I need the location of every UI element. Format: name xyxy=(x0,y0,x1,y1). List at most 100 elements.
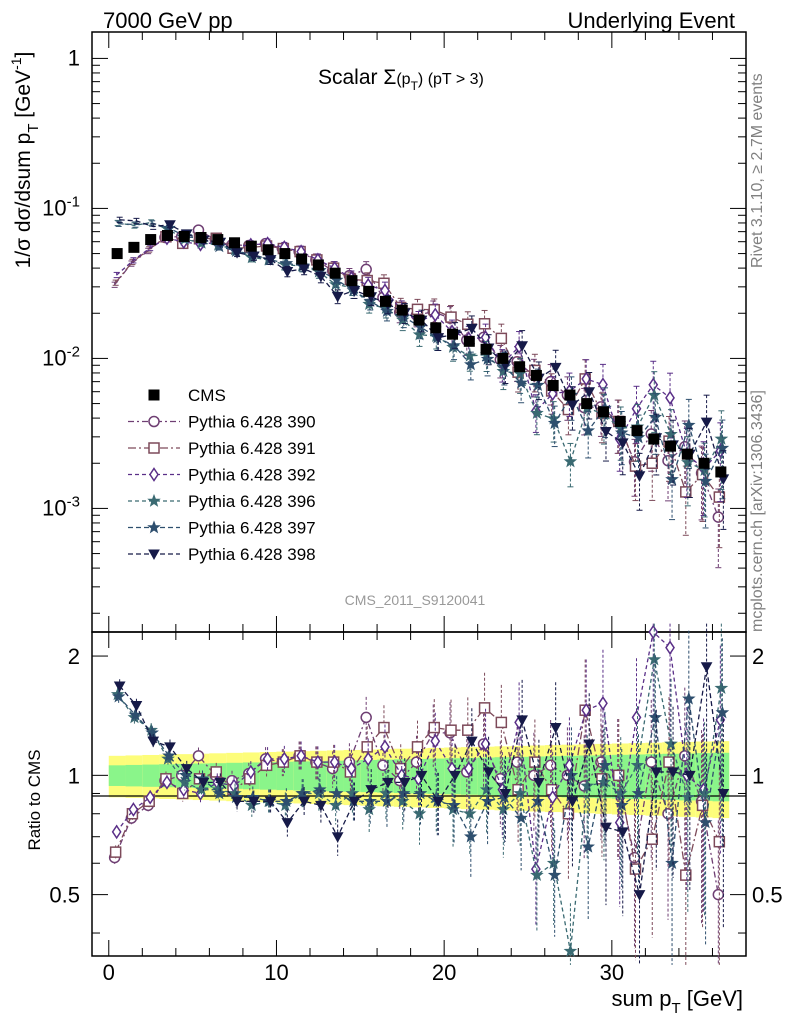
series-point-ratio xyxy=(296,786,310,800)
series-point-ratio xyxy=(398,777,411,789)
series-point-main xyxy=(681,455,695,469)
series-point-ratio xyxy=(231,796,243,808)
series-point-ratio xyxy=(348,796,361,808)
series-point-ratio xyxy=(331,832,344,843)
plot-frames xyxy=(91,31,747,957)
series-point-ratio xyxy=(145,789,156,805)
series-point-ratio xyxy=(279,751,290,767)
cms-point xyxy=(161,229,173,241)
axes-ticks: 0 10 20 30 10-3 10-2 10-1 1 0.5 0.5 1 1 2 2 xyxy=(42,32,783,985)
series-point-ratio xyxy=(109,846,122,858)
series-point-ratio xyxy=(329,786,344,800)
series-point-ratio xyxy=(382,777,394,789)
series-point-main xyxy=(514,375,528,389)
band-inner xyxy=(293,761,310,791)
series-point-ratio xyxy=(377,759,389,772)
cms-point xyxy=(379,295,391,307)
series-point-ratio xyxy=(363,794,377,808)
series-point-ratio xyxy=(478,702,491,714)
cms-point xyxy=(195,231,207,243)
series-point-ratio xyxy=(162,748,176,762)
series-point-ratio xyxy=(713,835,726,848)
series-point-main xyxy=(614,425,629,439)
series-point-ratio xyxy=(698,815,713,829)
ratio-tick-label-left: 1 xyxy=(68,763,80,788)
header-left: 7000 GeV pp xyxy=(103,8,233,33)
cms-point xyxy=(681,448,693,460)
series-point-ratio xyxy=(210,766,223,778)
series-point-ratio xyxy=(279,794,294,808)
series-point-ratio xyxy=(379,786,393,800)
cms-point xyxy=(245,240,257,252)
legend-label: Pythia 6.428 391 xyxy=(188,439,316,458)
series-point-ratio xyxy=(192,750,205,762)
ratio-panel-series xyxy=(108,623,730,965)
series-point-main xyxy=(412,327,427,341)
cms-point xyxy=(128,241,140,253)
series-point-main xyxy=(647,388,662,402)
series-point-ratio xyxy=(563,944,578,957)
series-point-ratio xyxy=(597,775,611,789)
series-point-main xyxy=(664,427,678,441)
series-point-ratio xyxy=(600,822,612,834)
series-point-ratio xyxy=(499,788,512,800)
series-point-main xyxy=(463,348,477,362)
series-point-ratio xyxy=(445,724,457,736)
series-point-ratio xyxy=(683,770,696,782)
series-point-ratio xyxy=(262,751,273,767)
series-point-ratio xyxy=(530,867,544,881)
series-point-ratio xyxy=(614,798,629,812)
series-point-ratio xyxy=(245,764,256,780)
series-point-ratio xyxy=(447,798,461,812)
band-inner xyxy=(125,764,143,787)
series-point-ratio xyxy=(296,748,307,764)
y-tick-label: 1 xyxy=(68,45,80,70)
series-point-ratio xyxy=(663,756,675,768)
legend-marker xyxy=(147,520,161,534)
cms-point xyxy=(597,406,609,418)
series-point-main xyxy=(563,454,578,468)
series-point-ratio xyxy=(496,802,511,816)
series-point-ratio xyxy=(495,716,508,729)
series-point-ratio xyxy=(646,833,659,845)
series-point-main xyxy=(665,390,675,406)
series-point-ratio xyxy=(130,701,143,712)
band-inner xyxy=(310,761,327,791)
series-point-ratio xyxy=(479,782,494,796)
cms-point xyxy=(480,343,492,355)
series-point-main xyxy=(531,378,545,392)
series-point-ratio xyxy=(650,767,663,778)
series-point-ratio xyxy=(449,770,461,782)
series-point-ratio xyxy=(513,786,527,800)
cms-point xyxy=(430,322,442,334)
series-point-main xyxy=(331,291,344,303)
series-point-ratio xyxy=(463,806,477,820)
series-point-ratio xyxy=(645,756,658,768)
series-point-main xyxy=(598,377,608,392)
series-point-main xyxy=(680,486,692,498)
series-point-ratio xyxy=(111,689,126,703)
series-point-ratio xyxy=(380,739,390,755)
series-point-ratio xyxy=(516,715,528,726)
series-point-main xyxy=(712,511,725,523)
series-line-main xyxy=(115,236,720,498)
series-point-ratio xyxy=(630,758,645,772)
legend-label: Pythia 6.428 397 xyxy=(188,519,316,538)
series-point-ratio xyxy=(482,767,495,778)
series-point-main xyxy=(315,271,327,283)
chart-title: Scalar Σ(pT) (pT > 3) xyxy=(318,66,484,93)
series-point-ratio xyxy=(581,839,595,853)
series-point-ratio xyxy=(128,802,139,817)
series-point-ratio xyxy=(432,796,445,808)
series-point-ratio xyxy=(162,775,172,790)
series-point-ratio xyxy=(714,680,729,694)
legend-marker xyxy=(148,549,160,561)
series-point-ratio xyxy=(664,736,678,750)
analysis-watermark: CMS_2011_S9120041 xyxy=(345,592,486,608)
series-point-main xyxy=(700,417,713,429)
cms-point xyxy=(547,379,559,391)
legend-marker xyxy=(148,415,160,428)
series-point-ratio xyxy=(648,624,659,640)
cms-point xyxy=(463,335,475,347)
legend-marker xyxy=(148,389,160,401)
